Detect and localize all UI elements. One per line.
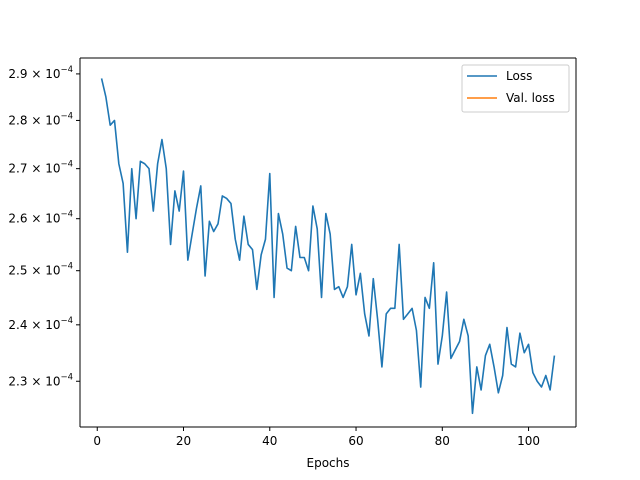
x-tick-label: 40 bbox=[262, 434, 277, 448]
axes-frame bbox=[79, 57, 577, 428]
y-tick-label: 2.8 × 10−4 bbox=[8, 111, 73, 127]
x-tick-label: 20 bbox=[176, 434, 191, 448]
y-tick-label: 2.9 × 10−4 bbox=[8, 65, 73, 81]
legend-label-val-loss: Val. loss bbox=[506, 91, 555, 105]
y-tick-label: 2.6 × 10−4 bbox=[8, 210, 73, 226]
y-tick-label: 2.7 × 10−4 bbox=[8, 160, 73, 176]
x-tick-label: 100 bbox=[517, 434, 540, 448]
y-tick-label: 2.3 × 10−4 bbox=[8, 372, 73, 388]
plot-area bbox=[80, 58, 576, 427]
y-tick-label: 2.4 × 10−4 bbox=[8, 316, 73, 332]
series-layer bbox=[100, 78, 556, 415]
x-ticks: 0 20 40 60 80 100 bbox=[93, 427, 540, 448]
x-tick-label: 0 bbox=[93, 434, 101, 448]
x-tick-label: 80 bbox=[435, 434, 450, 448]
legend-label-loss: Loss bbox=[506, 69, 532, 83]
legend: Loss Val. loss bbox=[461, 64, 570, 113]
y-ticks: 2.3 × 10−4 2.4 × 10−4 2.5 × 10−4 2.6 × 10−4… bbox=[8, 65, 80, 388]
series-line-loss bbox=[100, 78, 556, 415]
y-tick-label: 2.5 × 10−4 bbox=[8, 262, 73, 278]
x-axis-label: Epochs bbox=[307, 456, 350, 470]
x-tick-label: 60 bbox=[348, 434, 363, 448]
